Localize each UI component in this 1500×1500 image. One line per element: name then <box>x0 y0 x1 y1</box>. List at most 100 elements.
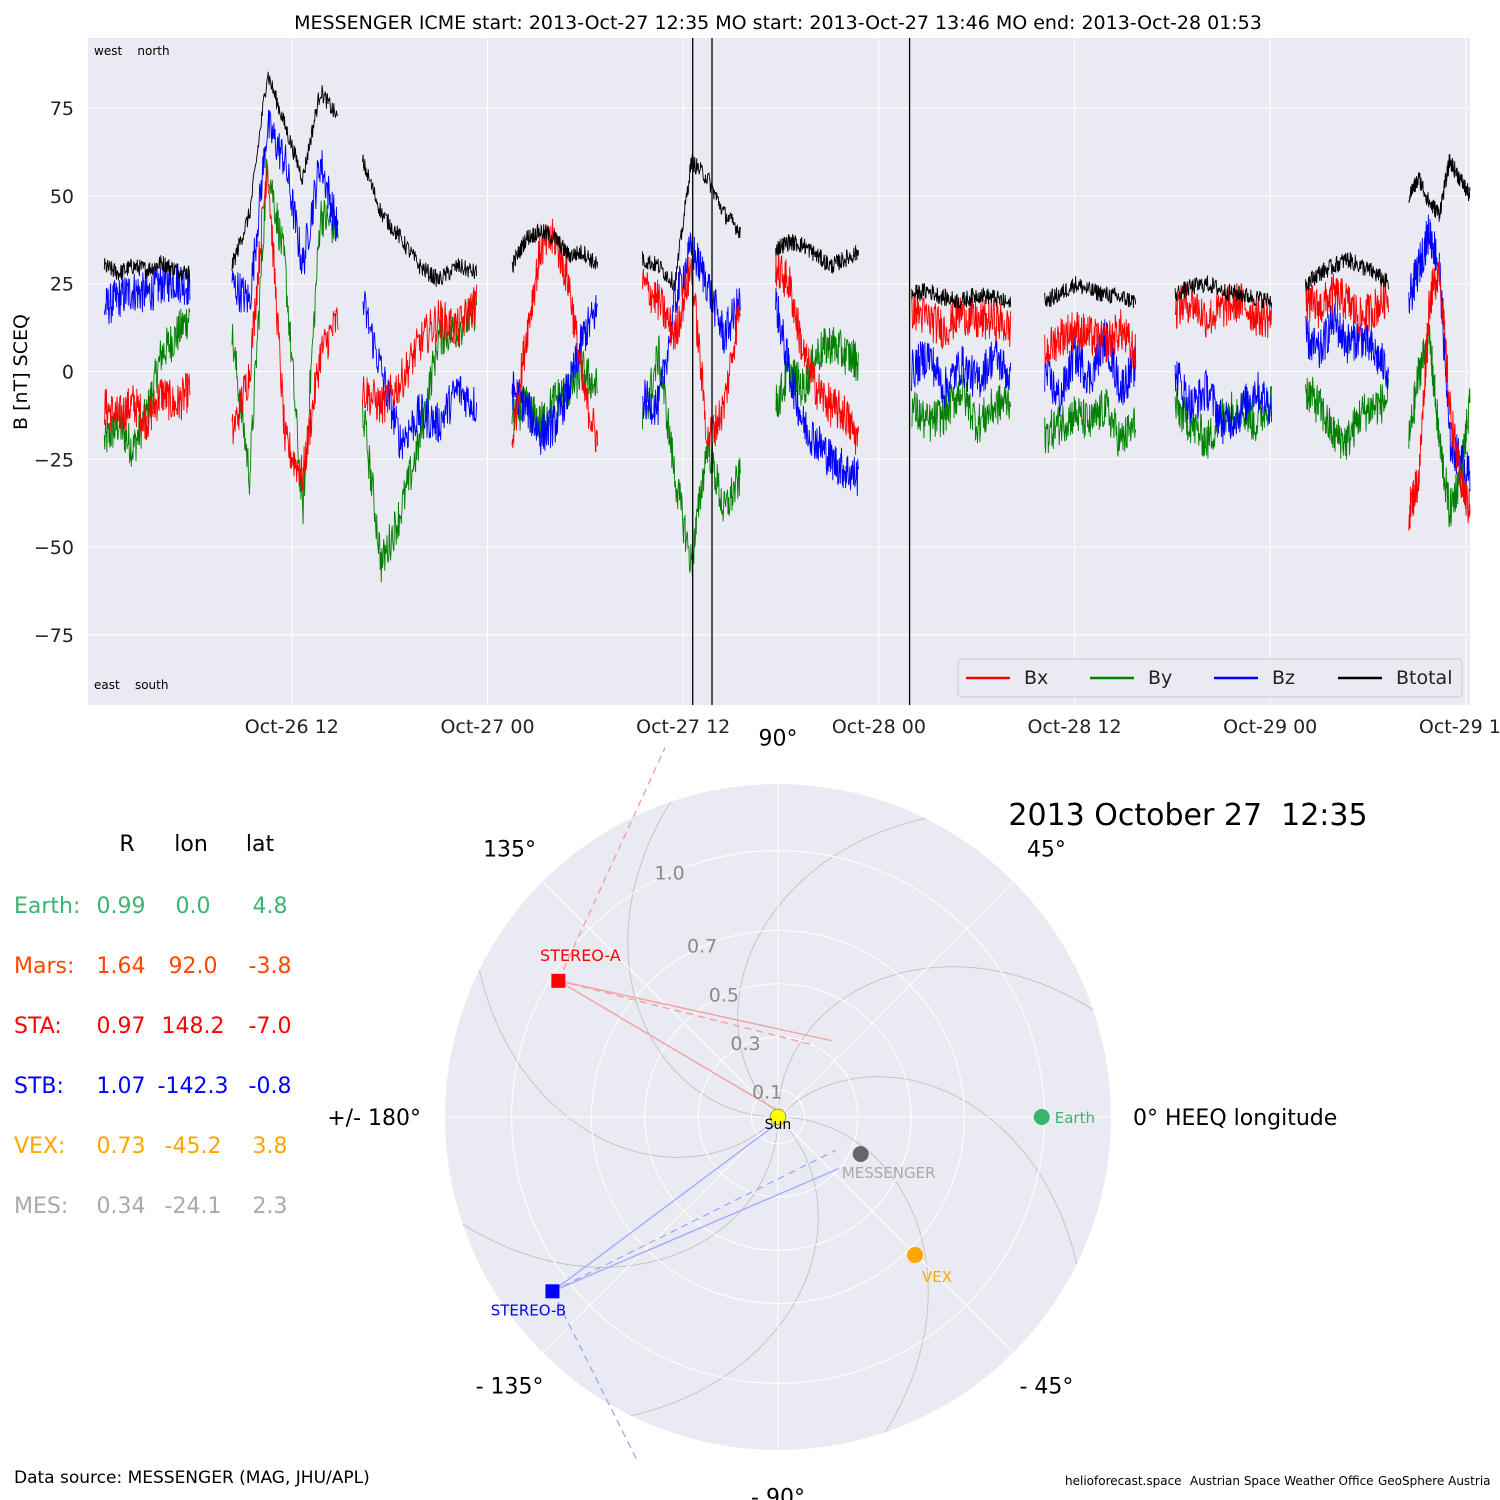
series-line-bz <box>775 287 859 497</box>
y-tick-label: −25 <box>34 449 74 471</box>
chart-legend: Bx By Bz Btotal <box>957 658 1463 698</box>
angular-gridline <box>777 1116 1014 1353</box>
series-line-bx <box>362 284 478 424</box>
parker-spiral-line <box>737 817 926 1118</box>
parker-spiral-line <box>777 1116 929 1433</box>
series-line-bx <box>511 218 599 453</box>
table-cell: 3.8 <box>252 1134 288 1159</box>
angle-tick-label: - 135° <box>476 1374 544 1399</box>
legend-label-bx: Bx <box>1024 667 1048 689</box>
series-line-btotal <box>103 255 191 282</box>
earth-label: Earth <box>1055 1109 1095 1127</box>
radial-tick-label: 0.3 <box>730 1033 760 1055</box>
table-cell: 4.8 <box>252 894 288 919</box>
parker-spiral-line <box>630 1116 819 1417</box>
stereo-b-label: STEREO-B <box>491 1301 566 1319</box>
angle-tick-label: 0° HEEQ longitude <box>1133 1106 1337 1131</box>
series-line-btotal <box>362 154 478 288</box>
series-line-bz <box>1044 319 1137 417</box>
spacecraft-position-polar-plot: 0.1 0.3 0.5 0.7 1.0 0° HEEQ longitude 45° 90° 13… <box>327 726 1367 1500</box>
table-cell: -45.2 <box>164 1134 222 1159</box>
table-row-label: STB: <box>14 1074 64 1099</box>
data-source-note: Data source: MESSENGER (MAG, JHU/APL) <box>14 1468 370 1488</box>
legend-label-btotal: Btotal <box>1396 667 1452 689</box>
stereo-a-fov-line <box>558 980 832 1042</box>
series-line-btotal <box>911 282 1012 310</box>
series-line-by <box>231 158 339 525</box>
credit-geosphere-austria: GeoSphere Austria <box>1378 1474 1491 1488</box>
parker-spiral-line <box>777 1076 1078 1265</box>
stereo-b-fov-line <box>552 1149 836 1292</box>
x-tick-label: Oct-27 00 <box>440 716 534 738</box>
y-tick-label: 0 <box>62 362 74 384</box>
stereo-b-fov-line <box>552 1167 840 1292</box>
series-line-bz <box>231 109 339 313</box>
table-cell: -24.1 <box>164 1194 222 1219</box>
table-cell: -3.8 <box>248 954 292 979</box>
series-line-btotal <box>1305 252 1389 292</box>
y-tick-label: 50 <box>50 186 74 208</box>
series-line-bz <box>911 338 1012 409</box>
messenger-marker <box>852 1145 869 1162</box>
earth-marker <box>1033 1109 1050 1125</box>
table-row-label: VEX: <box>14 1134 66 1159</box>
stereo-a-marker <box>551 973 566 988</box>
table-row-label: Mars: <box>14 954 75 979</box>
parker-spiral-line <box>478 969 779 1158</box>
stereo-b-marker <box>545 1284 560 1299</box>
table-cell: 0.73 <box>96 1134 146 1159</box>
legend-label-bz: Bz <box>1272 667 1295 689</box>
series-line-by <box>911 373 1012 444</box>
y-tick-label: −50 <box>34 537 74 559</box>
series-line-bz <box>641 232 741 426</box>
angular-gridline <box>777 881 1014 1118</box>
sun-label: Sun <box>765 1117 792 1133</box>
credit-austrian-space-weather-office: Austrian Space Weather Office <box>1190 1474 1374 1488</box>
series-line-bx <box>911 288 1012 349</box>
vex-marker <box>907 1246 924 1263</box>
series-line-bx <box>641 256 741 449</box>
series-line-bx <box>1408 257 1471 531</box>
series-line-by <box>1305 376 1389 460</box>
x-tick-label: Oct-27 12 <box>636 716 730 738</box>
radial-tick-label: 0.5 <box>709 984 739 1006</box>
y-tick-label: 75 <box>50 98 74 120</box>
x-tick-label: Oct-26 12 <box>245 716 339 738</box>
series-line-by <box>641 335 741 575</box>
table-cell: 0.97 <box>96 1014 146 1039</box>
table-cell: 0.99 <box>96 894 146 919</box>
table-cell: 148.2 <box>161 1014 225 1039</box>
credit-helioforecast: helioforecast.space <box>1065 1474 1182 1488</box>
x-tick-label: Oct-29 12 <box>1419 716 1500 738</box>
series-line-btotal <box>511 223 599 274</box>
series-line-by <box>103 308 191 467</box>
stereo-a-fov-line <box>557 747 666 982</box>
series-line-bx <box>775 249 859 455</box>
series-line-bz <box>1305 299 1389 390</box>
series-line-bx <box>231 166 339 492</box>
angle-tick-label: 90° <box>759 726 798 751</box>
table-cell: 1.64 <box>96 954 146 979</box>
series-line-btotal <box>641 153 741 292</box>
table-row-label: MES: <box>14 1194 69 1219</box>
series-line-bx <box>1305 273 1389 337</box>
series-line-bz <box>1174 361 1273 445</box>
angular-gridline <box>542 881 779 1118</box>
table-cell: -142.3 <box>157 1074 229 1099</box>
messenger-label: MESSENGER <box>842 1164 936 1182</box>
series-line-bz <box>103 262 191 325</box>
table-cell: -7.0 <box>248 1014 292 1039</box>
parker-spiral-line <box>777 966 1094 1118</box>
sun-marker <box>769 1108 787 1126</box>
series-line-bx <box>1044 309 1137 370</box>
radial-tick-label: 0.7 <box>687 936 717 958</box>
legend-box <box>957 658 1463 698</box>
series-line-btotal <box>1174 275 1273 309</box>
series-line-by <box>1044 388 1137 457</box>
parker-spiral-line <box>627 801 779 1118</box>
series-line-btotal <box>1408 154 1471 222</box>
series-line-btotal <box>1044 276 1137 309</box>
y-tick-label: −75 <box>34 625 74 647</box>
angle-tick-label: +/- 180° <box>327 1106 421 1131</box>
